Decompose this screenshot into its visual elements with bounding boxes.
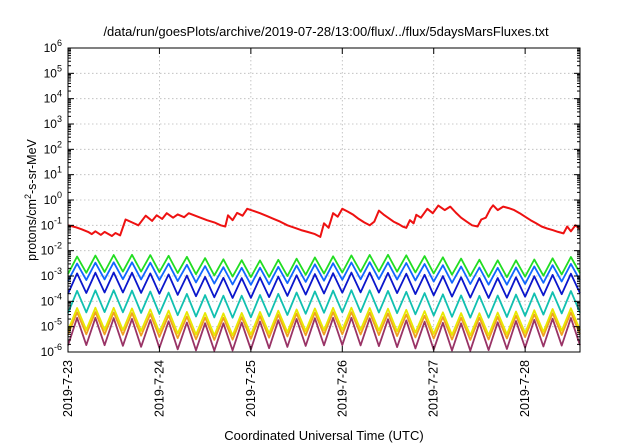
y-tick-label-exponent: -4 <box>54 291 62 301</box>
y-tick-label-exponent: 6 <box>57 38 62 48</box>
chart-title: /data/run/goesPlots/archive/2019-07-28/1… <box>103 24 549 39</box>
y-tick-label-exponent: 5 <box>57 63 62 73</box>
y-tick-label: 102 <box>44 139 62 156</box>
y-axis-label: protons/cm2-s-sr-MeV <box>23 138 39 260</box>
series-line-7 <box>67 311 581 341</box>
y-tick-label-base: 10 <box>41 320 55 334</box>
series-line-1 <box>67 204 581 238</box>
y-tick-label-base: 10 <box>44 92 58 106</box>
y-tick-label-exponent: -3 <box>54 266 62 276</box>
y-tick-label-exponent: 2 <box>57 139 62 149</box>
series-line-5 <box>67 289 581 319</box>
y-tick-label: 10-6 <box>41 342 62 359</box>
series-line-6 <box>67 306 581 337</box>
series-line-4 <box>67 271 581 299</box>
y-tick-label-exponent: 3 <box>57 114 62 124</box>
y-tick-label: 10-4 <box>41 291 62 308</box>
y-tick-label-base: 10 <box>41 345 55 359</box>
y-tick-label: 104 <box>44 89 62 106</box>
y-tick-label: 106 <box>44 38 62 55</box>
plot-frame <box>67 47 581 353</box>
y-tick-label: 10-5 <box>41 317 62 334</box>
y-tick-label: 105 <box>44 63 62 80</box>
y-tick-label: 103 <box>44 114 62 131</box>
y-tick-label-exponent: -5 <box>54 317 62 327</box>
y-axis-tick-labels: 10-610-510-410-310-210-11001011021031041… <box>41 38 62 359</box>
y-axis-label-main: protons/cm <box>25 199 39 261</box>
series-line-3 <box>67 261 581 286</box>
y-tick-label-base: 10 <box>41 218 55 232</box>
y-tick-label-exponent: 4 <box>57 89 62 99</box>
y-axis-label-superscript: 2 <box>23 194 33 199</box>
y-tick-label: 10-3 <box>41 266 62 283</box>
x-tick-label: 2019-7-26 <box>335 360 349 417</box>
y-tick-label-base: 10 <box>44 142 58 156</box>
x-tick-label: 2019-7-23 <box>61 360 75 417</box>
y-tick-label: 101 <box>44 165 62 182</box>
y-tick-label: 10-1 <box>41 215 62 232</box>
x-axis-label: Coordinated Universal Time (UTC) <box>224 428 423 443</box>
y-tick-label-base: 10 <box>44 117 58 131</box>
x-tick-label: 2019-7-28 <box>518 360 532 417</box>
series-lines <box>67 204 581 352</box>
y-tick-label-exponent: -2 <box>54 241 62 251</box>
y-tick-label-exponent: -6 <box>54 342 62 352</box>
series-line-2 <box>67 253 581 279</box>
y-axis-label-rest: -s-sr-MeV <box>25 138 39 194</box>
y-tick-label-base: 10 <box>44 168 58 182</box>
y-tick-label: 100 <box>44 190 62 207</box>
series-line-8 <box>67 316 581 352</box>
y-tick-label-base: 10 <box>41 244 55 258</box>
y-tick-label-exponent: 0 <box>57 190 62 200</box>
y-tick-label-exponent: 1 <box>57 165 62 175</box>
x-tick-label: 2019-7-24 <box>152 360 166 417</box>
x-tick-label: 2019-7-25 <box>244 360 258 417</box>
y-tick-label-base: 10 <box>44 41 58 55</box>
x-tick-label: 2019-7-27 <box>427 360 441 417</box>
x-axis-tick-labels: 2019-7-23 2019-7-24 2019-7-25 2019-7-26 2019… <box>61 360 532 417</box>
y-tick-label-base: 10 <box>41 294 55 308</box>
y-tick-label-base: 10 <box>41 269 55 283</box>
y-tick-label: 10-2 <box>41 241 62 258</box>
y-tick-label-exponent: -1 <box>54 215 62 225</box>
y-tick-label-base: 10 <box>44 66 58 80</box>
y-tick-label-base: 10 <box>44 193 58 207</box>
